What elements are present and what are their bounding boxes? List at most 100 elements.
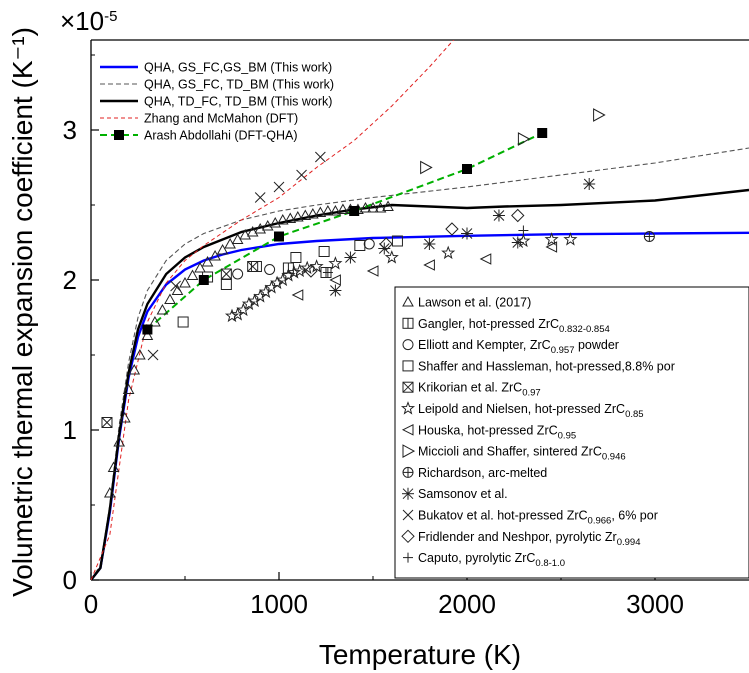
series-line-2 xyxy=(91,188,749,580)
point-asterisk-4 xyxy=(461,227,473,240)
point-triangle-37 xyxy=(367,201,379,213)
point-x-4 xyxy=(296,169,307,181)
point-square-5 xyxy=(318,246,330,257)
point-triangle_right-1 xyxy=(517,132,531,146)
point-triangle-38 xyxy=(374,201,387,213)
legend-marker-square xyxy=(402,360,414,372)
legend-label-1: QHA, GS_FC, TD_BM (This work) xyxy=(144,78,334,92)
legend-marker-triangle_right xyxy=(402,444,416,458)
point-abdollahi-0 xyxy=(142,324,153,335)
point-star-2 xyxy=(236,302,251,317)
legend-marker-triangle xyxy=(402,295,414,307)
legend-label-9: Samsonov et al. xyxy=(418,487,508,501)
point-triangle-5 xyxy=(128,363,141,375)
point-square-7 xyxy=(391,235,403,247)
point-diamond-1 xyxy=(379,237,393,251)
point-triangle-33 xyxy=(337,203,349,214)
point-asterisk-5 xyxy=(492,209,505,222)
point-x-5 xyxy=(315,151,326,163)
legend-label-8: Richardson, arc-melted xyxy=(418,466,547,480)
legend-marker-triangle_left xyxy=(401,423,414,436)
point-triangle-6 xyxy=(134,348,146,360)
y-tick-label-0: 0 xyxy=(63,565,77,595)
point-triangle-30 xyxy=(314,206,327,217)
legend-label-7: Miccioli and Shaffer, sintered ZrC0.946 xyxy=(418,445,626,463)
point-triangle-32 xyxy=(329,204,342,216)
point-triangle-7 xyxy=(141,329,154,340)
point-star-5 xyxy=(253,289,268,303)
point-triangle_left-0 xyxy=(291,289,304,301)
multiplier-label: ×10-5 xyxy=(60,6,117,36)
point-triangle-21 xyxy=(246,225,259,237)
point-triangle-15 xyxy=(201,255,214,267)
point-triangle-13 xyxy=(186,269,199,280)
y-tick-label-1: 1 xyxy=(63,415,77,445)
point-triangle-36 xyxy=(359,201,372,213)
point-abdollahi-2 xyxy=(274,231,284,242)
point-circle-1 xyxy=(264,264,276,275)
legend-marker-boxvline xyxy=(402,317,414,329)
point-triangle-29 xyxy=(306,207,319,219)
point-star-14 xyxy=(309,259,324,273)
point-boxx-0 xyxy=(101,417,113,428)
point-square-0 xyxy=(177,316,189,328)
point-diamond-0 xyxy=(304,264,318,278)
point-square-2 xyxy=(220,279,232,290)
legend-marker-circle xyxy=(402,339,414,351)
point-triangle-23 xyxy=(261,219,274,231)
point-star-8 xyxy=(270,275,285,290)
point-boxx-1 xyxy=(220,268,232,280)
point-star-11 xyxy=(286,265,302,279)
point-asterisk-3 xyxy=(423,238,436,250)
legend-label-10: Bukatov et al. hot-pressed ZrC0.966, 6% … xyxy=(418,509,658,527)
point-triangle_left-4 xyxy=(479,253,492,265)
point-triangle_left-1 xyxy=(329,274,341,286)
x-tick-label-3: 3000 xyxy=(626,589,684,619)
legend-marker-4 xyxy=(114,130,124,140)
point-triangle_left-2 xyxy=(366,265,379,277)
point-asterisk-6 xyxy=(511,236,524,249)
point-star-15 xyxy=(328,256,343,270)
point-diamond-2 xyxy=(445,222,459,236)
point-triangle-22 xyxy=(254,222,267,234)
point-triangle-39 xyxy=(382,200,394,211)
point-triangle-20 xyxy=(239,228,252,240)
legend-label-0: Lawson et al. (2017) xyxy=(418,296,531,310)
series-line-4 xyxy=(146,132,543,331)
point-square-6 xyxy=(354,240,366,251)
legend-bottom: Lawson et al. (2017) Gangler, hot-pressed… xyxy=(394,286,749,579)
point-triangle_right-0 xyxy=(420,160,433,175)
point-star-7 xyxy=(264,280,279,294)
point-triangle-12 xyxy=(179,276,191,288)
point-triangle-2 xyxy=(113,435,126,447)
series-line-3 xyxy=(91,40,455,580)
legend-label-11: Fridlender and Neshpor, pyrolytic Zr0.99… xyxy=(418,530,640,548)
point-triangle-9 xyxy=(156,303,169,315)
point-circle-0 xyxy=(232,268,244,280)
point-triangle-25 xyxy=(276,213,289,225)
legend-label-0: QHA, GS_FC,GS_BM (This work) xyxy=(144,61,332,75)
point-triangle-26 xyxy=(284,212,297,223)
legend-marker-circleplus xyxy=(402,466,414,478)
legend-label-6: Houska, hot-pressed ZrC0.95 xyxy=(418,423,576,441)
point-asterisk-0 xyxy=(329,284,342,297)
legend-label-2: Elliott and Kempter, ZrC0.957 powder xyxy=(418,338,619,356)
point-circle-2 xyxy=(363,238,375,250)
legend-marker-diamond xyxy=(401,529,415,544)
point-abdollahi-3 xyxy=(349,206,360,216)
point-star-3 xyxy=(241,296,256,311)
legend-label-12: Caputo, pyrolytic ZrC0.8-1.0 xyxy=(418,551,565,569)
legend-label-1: Gangler, hot-pressed ZrC0.832-0.854 xyxy=(418,317,610,335)
legend-marker-asterisk xyxy=(402,487,414,500)
legend-label-4: Krikorian et al. ZrC0.97 xyxy=(418,381,541,399)
legend-marker-x xyxy=(402,509,414,521)
markers-layer xyxy=(101,108,655,498)
point-triangle-17 xyxy=(216,243,229,255)
point-star-18 xyxy=(516,233,531,248)
point-triangle-4 xyxy=(122,383,135,394)
legend-marker-boxx xyxy=(402,381,414,393)
point-triangle-3 xyxy=(118,411,131,423)
point-triangle_right-2 xyxy=(593,108,606,122)
point-star-4 xyxy=(247,293,262,308)
